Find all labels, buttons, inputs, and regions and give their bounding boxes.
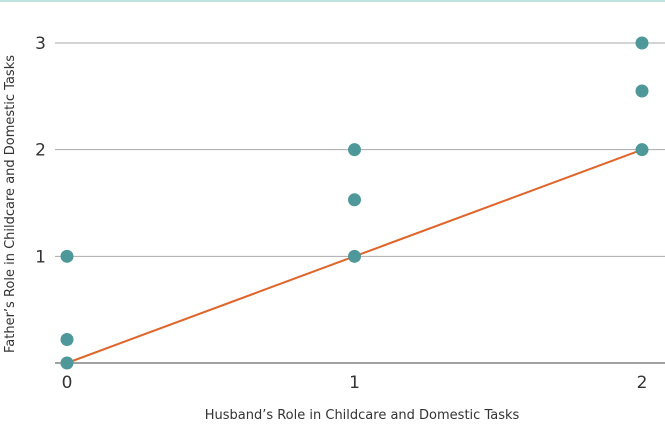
y-tick-label-1: 1	[35, 247, 46, 267]
y-tick-label-3: 3	[35, 34, 46, 54]
x-tick-label-1: 1	[349, 373, 360, 393]
x-tick-label-0: 0	[62, 373, 73, 393]
x-tick-label-2: 2	[637, 373, 648, 393]
y-axis-title: Father’s Role in Childcare and Domestic …	[3, 55, 18, 353]
data-point-3	[348, 249, 361, 263]
data-point-5	[348, 143, 361, 157]
data-point-1	[60, 333, 74, 347]
y-tick-label-2: 2	[35, 141, 46, 161]
data-point-7	[635, 84, 649, 98]
x-axis-title: Husband’s Role in Childcare and Domestic…	[205, 408, 520, 423]
tick-labels: 1 2 3 0 1 2	[35, 34, 647, 393]
gridlines	[55, 42, 665, 257]
data-point-8	[635, 36, 649, 50]
data-point-6	[635, 143, 649, 157]
data-point-2	[60, 249, 74, 263]
data-point-4	[348, 193, 361, 207]
data-point-0	[60, 356, 74, 370]
data-points-layer	[60, 36, 649, 370]
